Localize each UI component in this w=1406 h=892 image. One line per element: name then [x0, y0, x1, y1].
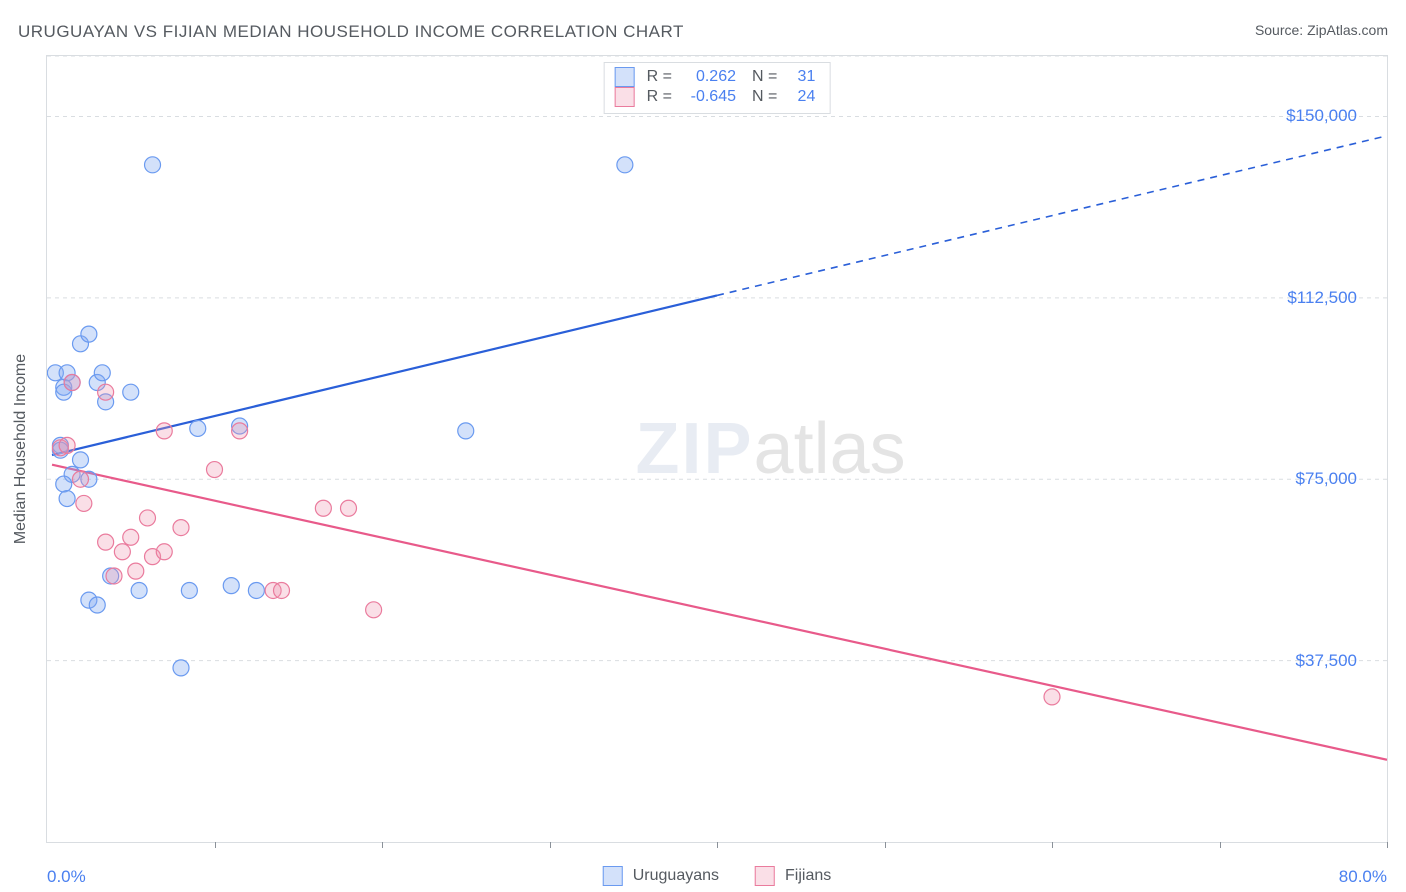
- legend-series-name: Uruguayans: [633, 867, 719, 885]
- source-label: Source: ZipAtlas.com: [1255, 22, 1388, 38]
- legend-swatch: [615, 87, 635, 107]
- x-tick: [1220, 842, 1221, 848]
- y-axis-label: Median Household Income: [12, 354, 30, 544]
- correlation-legend: R = 0.262 N = 31 R = -0.645 N = 24: [604, 62, 831, 114]
- legend-swatch: [603, 866, 623, 886]
- r-value: 0.262: [682, 68, 736, 86]
- x-axis-max-label: 80.0%: [1339, 867, 1387, 887]
- x-axis-min-label: 0.0%: [47, 867, 86, 887]
- x-tick: [550, 842, 551, 848]
- y-tick-label: $150,000: [1286, 106, 1357, 126]
- legend-swatch: [615, 67, 635, 87]
- legend-row: R = 0.262 N = 31: [615, 67, 816, 87]
- chart-area: Median Household Income ZIPatlas R =0.26…: [46, 55, 1388, 843]
- n-label: N =: [752, 68, 777, 86]
- x-tick: [382, 842, 383, 848]
- x-tick: [1387, 842, 1388, 848]
- r-value: -0.645: [682, 88, 736, 106]
- n-value: 31: [787, 68, 815, 86]
- series-legend: Uruguayans Fijians: [603, 866, 832, 886]
- legend-item: Uruguayans: [603, 866, 719, 886]
- n-label: N =: [752, 88, 777, 106]
- y-tick-label: $112,500: [1287, 288, 1357, 308]
- n-value: 24: [787, 88, 815, 106]
- scatter-plot: [47, 56, 1387, 842]
- y-tick-label: $75,000: [1296, 469, 1357, 489]
- r-label: R =: [647, 68, 672, 86]
- legend-item: Fijians: [755, 866, 831, 886]
- r-label: R =: [647, 88, 672, 106]
- x-tick: [1052, 842, 1053, 848]
- source-prefix: Source:: [1255, 22, 1307, 38]
- y-tick-label: $37,500: [1296, 651, 1357, 671]
- legend-swatch: [755, 866, 775, 886]
- chart-title: URUGUAYAN VS FIJIAN MEDIAN HOUSEHOLD INC…: [18, 22, 684, 42]
- x-tick: [717, 842, 718, 848]
- x-tick: [215, 842, 216, 848]
- source-link[interactable]: ZipAtlas.com: [1307, 22, 1388, 38]
- legend-row: R = -0.645 N = 24: [615, 87, 816, 107]
- x-tick: [885, 842, 886, 848]
- legend-series-name: Fijians: [785, 867, 831, 885]
